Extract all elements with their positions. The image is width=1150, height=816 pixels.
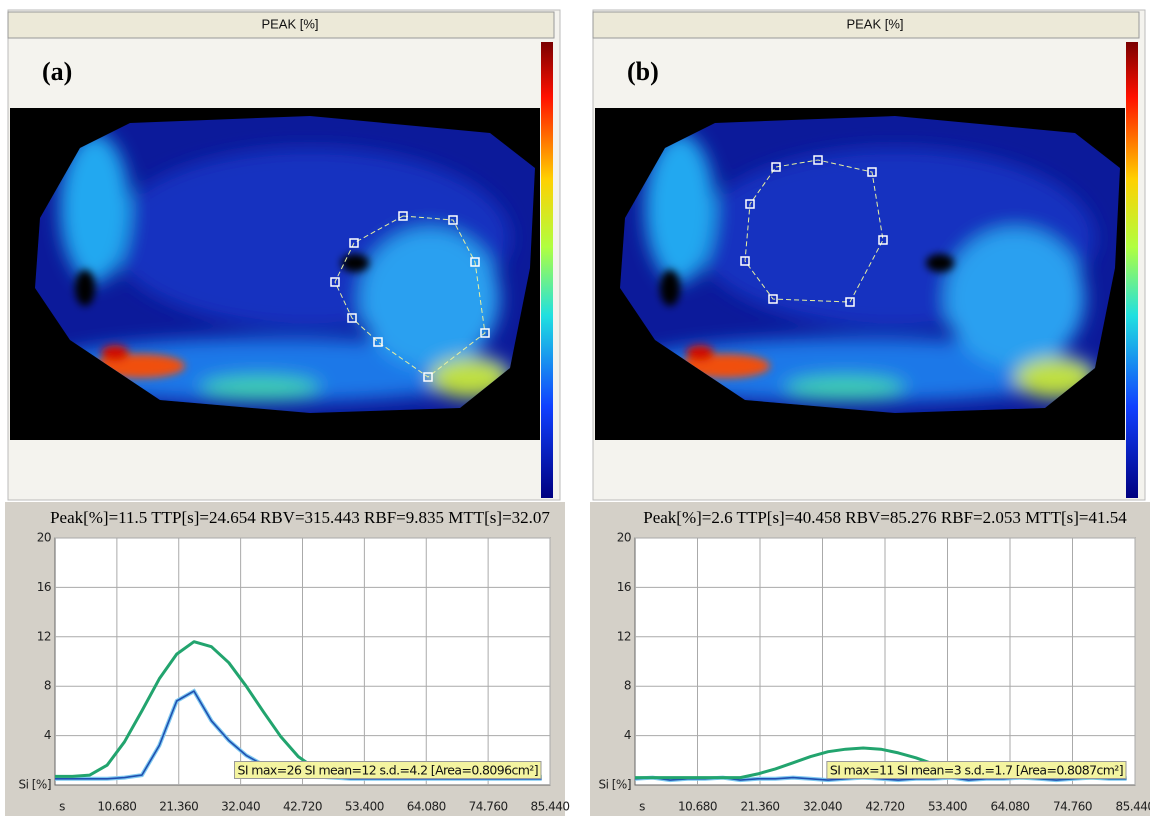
y-tick-label: 12: [617, 629, 631, 643]
y-tick-label: 12: [37, 629, 51, 643]
heatmap-image: [595, 108, 1125, 440]
figure: PEAK [%] (a) Peak[%]=11.5 TTP[s]=24.654 RB…: [0, 0, 1150, 816]
chart-title: Peak[%]=11.5 TTP[s]=24.654 RBV=315.443 R…: [50, 508, 550, 527]
y-tick-label: 20: [617, 531, 631, 545]
x-tick-label: 42.720: [866, 800, 905, 814]
annotation: SI max=26 SI mean=12 s.d.=4.2 [Area=0.80…: [238, 763, 539, 778]
x-tick-label: 85.440: [531, 800, 570, 814]
colorbar: [1126, 42, 1138, 498]
y-tick-label: 16: [37, 580, 51, 594]
x-tick-label: 32.040: [221, 800, 260, 814]
annotation: SI max=11 SI mean=3 s.d.=1.7 [Area=0.808…: [830, 763, 1123, 778]
y-axis-label: Si [%]: [598, 778, 631, 792]
x-tick-label: 53.400: [928, 800, 967, 814]
x-tick-label: 42.720: [283, 800, 322, 814]
x-tick-label: 21.360: [741, 800, 780, 814]
x-tick-label: 53.400: [345, 800, 384, 814]
colorbar: [541, 42, 553, 498]
heatmap-image: [10, 108, 540, 440]
y-tick-label: 8: [44, 679, 51, 693]
x-tick-label: 10.680: [678, 800, 717, 814]
x-tick-label: 10.680: [97, 800, 136, 814]
header: PEAK [%]: [846, 16, 903, 31]
y-tick-label: 8: [624, 679, 631, 693]
x-tick-label: 85.440: [1116, 800, 1150, 814]
y-tick-label: 20: [37, 531, 51, 545]
y-tick-label: 4: [44, 728, 51, 742]
header: PEAK [%]: [261, 16, 318, 31]
panels: PEAK [%] (a) Peak[%]=11.5 TTP[s]=24.654 RB…: [5, 10, 1150, 816]
x-tick-label: 74.760: [469, 800, 508, 814]
x-axis-label: s: [639, 800, 645, 814]
x-axis-label: s: [59, 800, 65, 814]
x-tick-label: 64.080: [407, 800, 446, 814]
y-axis-label: Si [%]: [18, 778, 51, 792]
panel-label: (b): [627, 57, 659, 86]
x-tick-label: 21.360: [159, 800, 198, 814]
y-tick-label: 4: [624, 728, 631, 742]
x-tick-label: 32.040: [803, 800, 842, 814]
panel-label: (a): [42, 57, 72, 86]
x-tick-label: 64.080: [991, 800, 1030, 814]
chart-title: Peak[%]=2.6 TTP[s]=40.458 RBV=85.276 RBF…: [643, 508, 1127, 527]
x-tick-label: 74.760: [1053, 800, 1092, 814]
y-tick-label: 16: [617, 580, 631, 594]
